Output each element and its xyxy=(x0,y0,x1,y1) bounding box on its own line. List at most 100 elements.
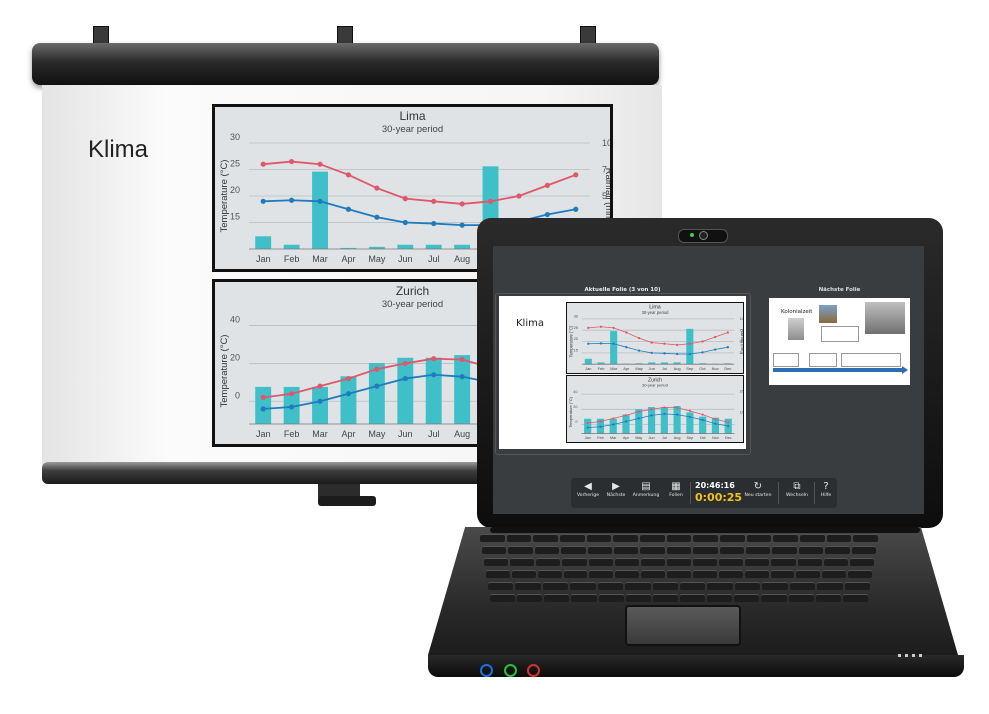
keyboard-key[interactable] xyxy=(534,546,560,554)
keyboard-key[interactable] xyxy=(773,534,798,542)
keyboard-key[interactable] xyxy=(825,546,850,554)
keyboard-key[interactable] xyxy=(718,570,743,578)
keyboard-key[interactable] xyxy=(746,546,771,554)
keyboard-key[interactable] xyxy=(560,534,585,542)
keyboard-key[interactable] xyxy=(615,570,640,578)
keyboard-key[interactable] xyxy=(486,570,510,578)
keyboard-key[interactable] xyxy=(482,546,507,554)
keyboard-key[interactable] xyxy=(693,558,718,566)
switch-display-button[interactable]: ⧉ Wechseln xyxy=(783,480,811,498)
keyboard-key[interactable] xyxy=(680,594,706,602)
keyboard-key[interactable] xyxy=(533,534,558,542)
projector-screen-pull-handle[interactable] xyxy=(318,484,360,498)
keyboard-key[interactable] xyxy=(772,546,797,554)
keyboard-key[interactable] xyxy=(613,534,638,542)
keyboard-key[interactable] xyxy=(851,546,876,554)
keyboard-key[interactable] xyxy=(597,582,624,590)
keyboard-key[interactable] xyxy=(707,594,733,602)
keyboard-key[interactable] xyxy=(815,594,841,602)
keyboard-key[interactable] xyxy=(652,594,678,602)
keyboard-key[interactable] xyxy=(667,570,691,578)
next-slide-preview[interactable]: Kolonialzeit xyxy=(769,298,910,385)
restart-timer-button[interactable]: ↻ Neu starten xyxy=(743,480,773,498)
keyboard-key[interactable] xyxy=(788,594,814,602)
keyboard-key[interactable] xyxy=(734,594,760,602)
keyboard-key[interactable] xyxy=(822,570,847,578)
help-button[interactable]: ? Hilfe xyxy=(817,480,835,498)
next-slide-button[interactable]: ▶ Nächste xyxy=(603,480,629,498)
keyboard-key[interactable] xyxy=(510,558,535,566)
keyboard-key[interactable] xyxy=(484,558,509,566)
keyboard-key[interactable] xyxy=(586,534,612,542)
x-tick-label: Mar xyxy=(312,429,328,439)
keyboard-key[interactable] xyxy=(641,570,666,578)
keyboard-key[interactable] xyxy=(842,594,868,602)
annotation-button[interactable]: ▤ Anmerkung xyxy=(629,480,663,498)
keyboard-key[interactable] xyxy=(771,558,796,566)
keyboard-key[interactable] xyxy=(589,570,614,578)
keyboard-key[interactable] xyxy=(652,582,678,590)
keyboard-key[interactable] xyxy=(515,582,541,590)
keyboard-key[interactable] xyxy=(817,582,843,590)
keyboard-key[interactable] xyxy=(488,582,514,590)
keyboard-key[interactable] xyxy=(536,558,561,566)
keyboard-key[interactable] xyxy=(797,558,822,566)
keyboard-key[interactable] xyxy=(666,534,692,542)
keyboard-key[interactable] xyxy=(844,582,870,590)
keyboard-key[interactable] xyxy=(614,546,639,554)
keyboard-key[interactable] xyxy=(770,570,795,578)
keyboard-key[interactable] xyxy=(823,558,848,566)
keyboard-key[interactable] xyxy=(666,558,692,566)
keyboard-key[interactable] xyxy=(517,594,543,602)
keyboard-key[interactable] xyxy=(490,594,516,602)
keyboard-key[interactable] xyxy=(640,534,665,542)
keyboard-key[interactable] xyxy=(789,582,816,590)
keyboard-key[interactable] xyxy=(563,570,588,578)
keyboard-key[interactable] xyxy=(680,582,706,590)
keyboard-key[interactable] xyxy=(745,558,770,566)
keyboard-key[interactable] xyxy=(746,534,772,542)
keyboard-key[interactable] xyxy=(734,582,761,590)
keyboard-key[interactable] xyxy=(693,534,718,542)
keyboard[interactable] xyxy=(470,532,910,612)
keyboard-key[interactable] xyxy=(571,594,597,602)
keyboard-key[interactable] xyxy=(848,570,872,578)
keyboard-key[interactable] xyxy=(598,594,624,602)
keyboard-key[interactable] xyxy=(762,582,788,590)
keyboard-key[interactable] xyxy=(666,546,692,554)
keyboard-key[interactable] xyxy=(800,534,825,542)
keyboard-key[interactable] xyxy=(537,570,562,578)
keyboard-key[interactable] xyxy=(744,570,769,578)
keyboard-key[interactable] xyxy=(588,558,613,566)
keyboard-key[interactable] xyxy=(826,534,852,542)
keyboard-key[interactable] xyxy=(693,546,718,554)
keyboard-key[interactable] xyxy=(640,558,665,566)
keyboard-key[interactable] xyxy=(798,546,824,554)
keyboard-key[interactable] xyxy=(544,594,570,602)
keyboard-key[interactable] xyxy=(761,594,787,602)
keyboard-key[interactable] xyxy=(480,534,505,542)
keyboard-key[interactable] xyxy=(719,558,744,566)
keyboard-key[interactable] xyxy=(614,558,639,566)
prev-slide-button[interactable]: ◀ Vorherige xyxy=(573,480,603,498)
keyboard-key[interactable] xyxy=(506,534,532,542)
keyboard-key[interactable] xyxy=(587,546,612,554)
keyboard-key[interactable] xyxy=(796,570,821,578)
keyboard-key[interactable] xyxy=(625,594,651,602)
keyboard-key[interactable] xyxy=(719,546,744,554)
keyboard-key[interactable] xyxy=(720,534,745,542)
keyboard-key[interactable] xyxy=(542,582,569,590)
touchpad[interactable] xyxy=(625,605,741,646)
keyboard-key[interactable] xyxy=(692,570,717,578)
keyboard-key[interactable] xyxy=(561,546,586,554)
slides-button[interactable]: ▦ Folien xyxy=(664,480,688,498)
keyboard-key[interactable] xyxy=(640,546,665,554)
keyboard-key[interactable] xyxy=(849,558,874,566)
keyboard-key[interactable] xyxy=(570,582,596,590)
keyboard-key[interactable] xyxy=(511,570,536,578)
keyboard-key[interactable] xyxy=(562,558,587,566)
keyboard-key[interactable] xyxy=(853,534,878,542)
keyboard-key[interactable] xyxy=(707,582,733,590)
keyboard-key[interactable] xyxy=(508,546,533,554)
keyboard-key[interactable] xyxy=(625,582,651,590)
